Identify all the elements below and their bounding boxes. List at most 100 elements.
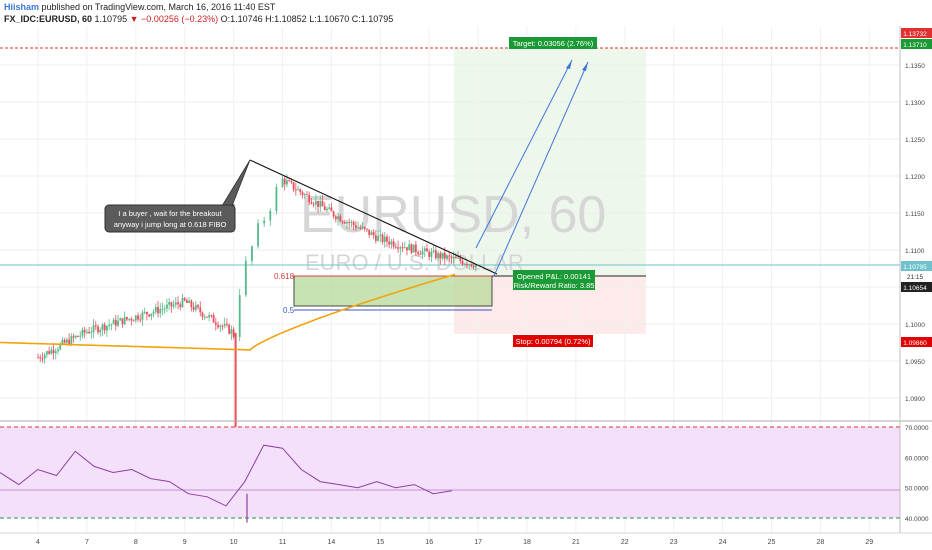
candle-body — [121, 318, 124, 325]
rsi-band — [0, 427, 900, 518]
candle-body — [399, 247, 402, 249]
price-tick-label: 1.0950 — [905, 359, 925, 366]
price-tick-label: 1.0900 — [905, 396, 925, 403]
rsi-tick-label: 50.0000 — [905, 486, 929, 493]
candle-body — [457, 257, 459, 259]
candle-body — [52, 349, 55, 354]
candle-body — [179, 304, 182, 308]
candle-body — [452, 257, 455, 259]
price-tick-label: 1.1100 — [905, 248, 925, 255]
candle-body — [188, 300, 191, 303]
candle-body — [283, 178, 286, 185]
candle-body — [326, 208, 328, 211]
symbol-label[interactable]: FX_IDC:EURUSD, 60 — [4, 14, 93, 24]
projection-arrow-2[interactable] — [493, 61, 589, 277]
candle-body — [352, 222, 355, 226]
rsi-line — [0, 444, 453, 507]
rsi-tick-label: 40.0000 — [905, 516, 929, 523]
candle-body — [408, 244, 411, 251]
candle-body — [328, 207, 331, 209]
candle-body — [406, 247, 408, 251]
candle-body — [430, 251, 433, 257]
candle-body — [68, 339, 71, 345]
candle-body — [441, 252, 444, 259]
callout-body — [104, 204, 236, 233]
symbol-line: FX_IDC:EURUSD, 60 1.10795 ▼ −0.00256 (−0… — [4, 14, 393, 24]
price-badge-2 — [901, 39, 932, 49]
candle-body — [450, 256, 453, 259]
candle-body — [306, 194, 308, 196]
price-tick-label: 1.1150 — [905, 211, 925, 218]
candle-body — [86, 331, 88, 333]
candle-body — [199, 307, 202, 313]
candle-body — [470, 264, 473, 267]
candle-body — [321, 201, 324, 207]
time-tick-label: 8 — [134, 539, 138, 546]
candle-body — [39, 357, 42, 359]
candle-body — [437, 253, 439, 259]
candle-body — [275, 186, 278, 211]
candle-body — [172, 304, 175, 307]
candle-body — [183, 298, 186, 301]
candle-body — [263, 220, 266, 224]
candle-body — [401, 247, 404, 249]
time-tick-label: 18 — [523, 539, 531, 546]
candle-body — [194, 305, 197, 310]
time-badge-text: 21:15 — [907, 274, 924, 281]
candle-body — [141, 312, 144, 320]
time-tick-label: 9 — [183, 539, 187, 546]
candle-body — [148, 314, 151, 317]
candle-body — [168, 302, 171, 305]
candle-body — [110, 324, 113, 326]
projection-arrow-1[interactable] — [475, 59, 573, 249]
candle-body — [370, 232, 373, 235]
candle-body — [139, 319, 142, 321]
candle-body — [150, 313, 153, 317]
rsi-tick-label: 60.0000 — [905, 455, 929, 462]
candle-body — [310, 202, 313, 204]
candle-body — [388, 241, 391, 245]
candle-body — [228, 324, 231, 334]
candle-body — [206, 316, 208, 318]
opened-pl-label: Opened P&L: 0.00141 — [517, 272, 591, 281]
trend-line[interactable] — [249, 159, 498, 275]
candle-body — [426, 248, 428, 252]
candle-body — [379, 234, 382, 236]
candle-body — [174, 302, 177, 305]
price-badge-1-text: 1.13732 — [903, 31, 927, 38]
entry-price-badge — [901, 282, 932, 292]
candle-body — [397, 247, 399, 249]
author-name[interactable]: Hiisham — [4, 2, 40, 12]
candle-body — [294, 189, 297, 191]
callout-line-1: I a buyer , wait for the breakout — [118, 209, 222, 218]
candle-body — [123, 317, 126, 325]
candle-body — [446, 255, 448, 259]
candle-body — [232, 329, 235, 338]
candle-body — [381, 234, 384, 242]
candle-body — [339, 216, 342, 222]
candle-body — [192, 307, 195, 310]
moving-average-line — [0, 273, 456, 351]
time-tick-label: 25 — [768, 539, 776, 546]
candle-body — [337, 216, 339, 220]
candle-body — [346, 222, 348, 224]
candle-body — [197, 305, 199, 308]
candle-body — [414, 244, 417, 253]
candle-body — [217, 324, 219, 328]
candle-body — [348, 222, 351, 224]
candle-body — [357, 227, 359, 229]
candle-body — [70, 336, 73, 345]
candle-body — [459, 257, 462, 262]
candle-body — [37, 357, 39, 359]
candle-body — [238, 295, 241, 338]
time-tick-label: 16 — [425, 539, 433, 546]
candle-body — [403, 247, 406, 249]
candle-body — [269, 210, 272, 221]
candle-body — [210, 315, 213, 317]
rsi-axis: 40.0000 50.0000 60.0000 70.0000 — [905, 425, 929, 523]
fib-05-label: 0.5 — [283, 306, 295, 315]
time-tick-label: 7 — [85, 539, 89, 546]
risk-reward-label: Risk/Reward Ratio: 3.85 — [514, 281, 595, 290]
candle-body — [99, 329, 102, 333]
